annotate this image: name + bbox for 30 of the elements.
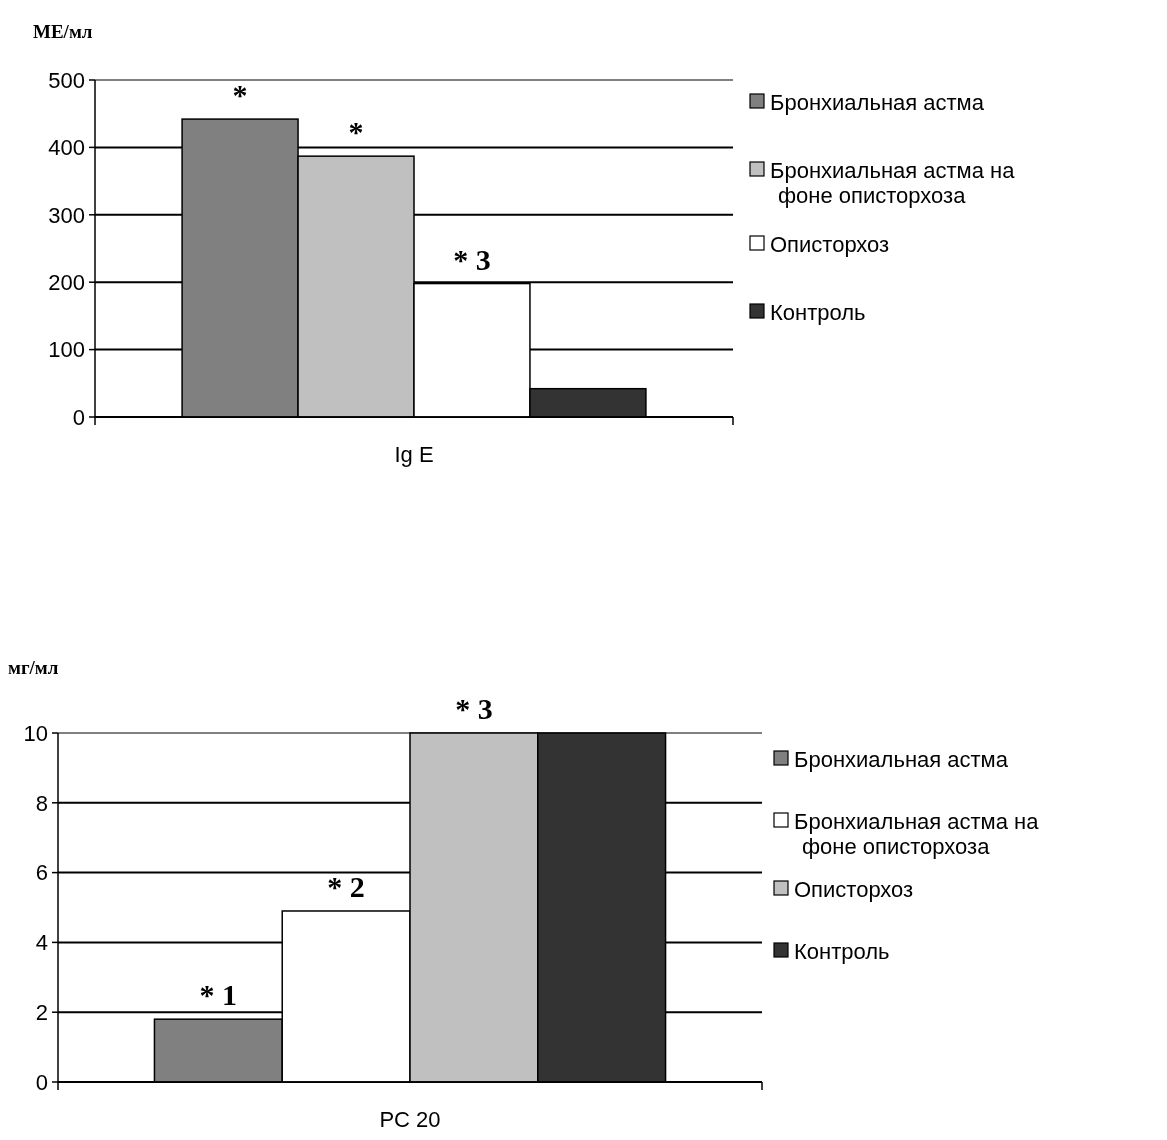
y-tick-label: 2 (35, 999, 48, 1025)
annotation: * 1 (199, 978, 238, 1012)
legend-label: Бронхиальная астма (770, 89, 985, 115)
x-tick-label: PC 20 (379, 1107, 441, 1132)
y-tick-label: 4 (35, 930, 48, 956)
annotation: * (348, 115, 364, 149)
text: * 3 (455, 692, 493, 725)
legend-label: Контроль (770, 299, 866, 325)
y-tick-label: 400 (48, 135, 85, 161)
legend-label: Бронхиальная астма (794, 746, 1009, 772)
y-tick-label: 200 (48, 269, 85, 295)
y-tick-label: 100 (48, 337, 85, 363)
y-tick-label: 6 (35, 860, 48, 886)
y-tick-label: 300 (48, 202, 85, 228)
annotation: * 3 (453, 242, 491, 276)
y-axis-title: мг/мл (8, 657, 59, 678)
x-tick-label: Ig E (394, 442, 434, 467)
annotation: * (232, 78, 248, 112)
legend-label: Контроль (794, 938, 890, 964)
y-tick-label: 500 (48, 67, 85, 93)
y-axis-title: МЕ/мл (33, 21, 93, 42)
legend-label: Бронхиальная астма на фоне описторхоза (794, 808, 1040, 859)
y-tick-label: 0 (72, 404, 85, 430)
legend-label: Описторхоз (794, 876, 914, 902)
annotation: * 2 (327, 869, 365, 903)
legend-label: Бронхиальная астма на фоне описторхоза (770, 157, 1016, 208)
y-tick-label: 0 (35, 1069, 48, 1095)
y-tick-label: 10 (23, 720, 48, 746)
legend-label: Описторхоз (770, 231, 890, 257)
y-tick-label: 8 (35, 790, 48, 816)
